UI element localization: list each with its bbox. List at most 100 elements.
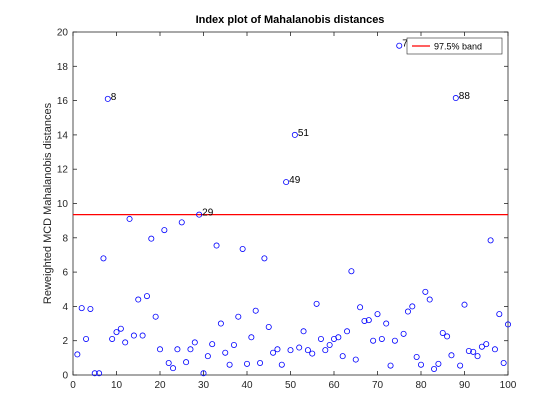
x-tick-label: 20	[154, 380, 166, 391]
data-point	[300, 328, 307, 335]
data-point	[222, 349, 229, 356]
data-point	[391, 337, 398, 344]
data-point	[265, 323, 272, 330]
plot-area: 0 10 20 30 40 50 60 70 80 90 100 0 2 4 6 8 10 12 14 16 18 20…	[57, 28, 517, 392]
x-tick-label: 50	[285, 380, 297, 391]
y-tick-label: 4	[62, 302, 68, 313]
data-point	[100, 255, 107, 262]
data-point	[370, 337, 377, 344]
x-tick-label: 0	[70, 380, 76, 391]
data-point	[417, 361, 424, 368]
data-point	[374, 311, 381, 318]
data-markers	[74, 42, 511, 377]
data-point	[191, 339, 198, 346]
data-point	[474, 353, 481, 360]
data-point	[183, 359, 190, 366]
data-point	[296, 344, 303, 351]
data-point	[313, 300, 320, 307]
data-point	[261, 255, 268, 262]
data-point	[96, 370, 103, 377]
y-tick-label: 0	[62, 371, 68, 382]
data-point	[204, 353, 211, 360]
y-axis-label: Reweighted MCD Mahalanobis distances	[42, 102, 54, 304]
data-point	[104, 95, 111, 102]
data-point	[491, 346, 498, 353]
data-point	[287, 347, 294, 354]
data-point	[170, 365, 177, 372]
data-point	[78, 305, 85, 312]
data-point	[270, 349, 277, 356]
data-point	[143, 293, 150, 300]
y-tick-label: 20	[57, 28, 69, 39]
data-point	[309, 350, 316, 357]
data-point	[339, 353, 346, 360]
data-point	[335, 334, 342, 341]
data-point	[243, 360, 250, 367]
data-point	[461, 301, 468, 308]
point-label: 49	[289, 175, 301, 186]
x-tick-label: 90	[459, 380, 471, 391]
data-point	[487, 237, 494, 244]
data-point	[235, 313, 242, 320]
data-point	[352, 356, 359, 363]
point-label: 51	[298, 128, 310, 139]
data-point	[239, 245, 246, 252]
data-point	[274, 346, 281, 353]
data-point	[248, 334, 255, 341]
y-tick-label: 10	[57, 199, 69, 210]
data-point	[161, 227, 168, 234]
data-point	[400, 330, 407, 337]
data-point	[165, 359, 172, 366]
data-point	[444, 333, 451, 340]
data-point	[109, 335, 116, 342]
data-point	[396, 42, 403, 49]
data-point	[383, 320, 390, 327]
y-tick-label: 18	[57, 62, 69, 73]
data-point	[465, 347, 472, 354]
data-point	[357, 304, 364, 311]
data-point	[387, 362, 394, 369]
data-point	[457, 362, 464, 369]
data-point	[187, 346, 194, 353]
point-label: 8	[111, 92, 117, 103]
data-point	[83, 335, 90, 342]
data-point	[152, 313, 159, 320]
data-point	[209, 341, 216, 348]
x-tick-label: 80	[415, 380, 427, 391]
data-point	[504, 321, 511, 328]
y-axis: 0 2 4 6 8 10 12 14 16 18 20	[57, 28, 508, 382]
data-point	[87, 305, 94, 312]
legend: 97.5% band	[406, 37, 503, 55]
data-point	[500, 359, 507, 366]
data-point	[439, 329, 446, 336]
data-point	[117, 325, 124, 332]
data-point	[426, 296, 433, 303]
data-point	[404, 308, 411, 315]
data-point	[422, 288, 429, 295]
x-tick-label: 30	[198, 380, 210, 391]
data-point	[283, 179, 290, 186]
data-point	[378, 335, 385, 342]
y-tick-label: 6	[62, 268, 68, 279]
data-point	[361, 317, 368, 324]
data-point	[291, 131, 298, 138]
data-point	[178, 219, 185, 226]
data-point	[257, 359, 264, 366]
data-point	[322, 347, 329, 354]
data-point	[448, 352, 455, 359]
x-tick-label: 10	[111, 380, 123, 391]
chart-title: Index plot of Mahalanobis distances	[196, 14, 385, 26]
data-point	[226, 361, 233, 368]
x-tick-label: 60	[328, 380, 340, 391]
data-point	[91, 370, 98, 377]
data-point	[148, 235, 155, 242]
data-point	[483, 341, 490, 348]
y-tick-label: 16	[57, 96, 69, 107]
data-point	[326, 341, 333, 348]
data-point	[452, 95, 459, 102]
data-point	[470, 348, 477, 355]
data-point	[365, 317, 372, 324]
data-point	[74, 351, 81, 358]
axes-box	[72, 31, 509, 376]
